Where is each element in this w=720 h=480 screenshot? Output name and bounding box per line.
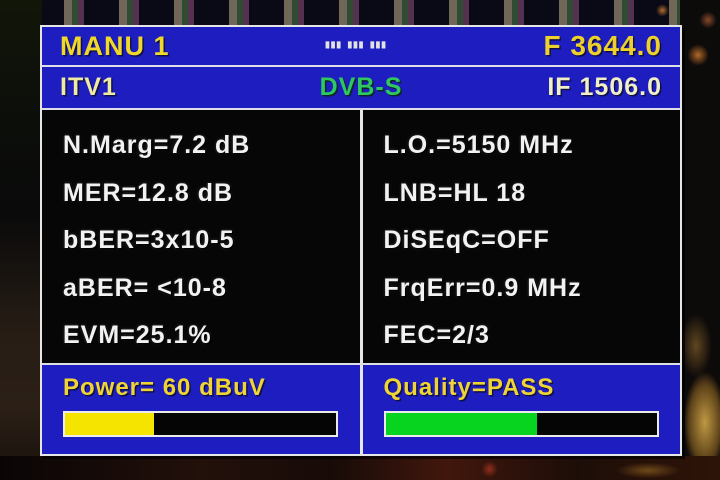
power-meter: Power= 60 dBuV [42,365,363,454]
measurements-column-right: L.O.=5150 MHz LNB=HL 18 DiSEqC=OFF FrqEr… [363,110,681,363]
setting-lo: L.O.=5150 MHz [383,131,574,159]
header-status-marks: ███ ███ ███ [325,42,388,49]
signal-standard-label: DVB-S [319,73,403,101]
quality-meter: Quality=PASS [363,365,681,454]
video-background-right [680,0,720,480]
measurement-bber: bBER=3x10-5 [63,226,235,254]
frequency-label: F 3644.0 [543,30,662,61]
measurement-aber: aBER= <10-8 [63,273,227,302]
video-background-left [0,0,42,480]
power-label: Power= 60 dBuV [63,374,266,401]
power-progress-bar [63,411,338,437]
video-background-top [0,0,720,26]
measurement-nmarg: N.Marg=7.2 dB [63,131,251,159]
mode-label: MANU 1 [60,30,170,61]
divider [42,363,680,365]
channel-bar: ITV1 DVB-S IF 1506.0 [42,67,680,108]
setting-fec: FEC=2/3 [383,321,490,349]
power-progress-fill [65,413,155,435]
measurements-panel: N.Marg=7.2 dB MER=12.8 dB bBER=3x10-5 aB… [42,110,680,363]
meters-footer: Power= 60 dBuV Quality=PASS [42,365,680,454]
divider [42,108,680,110]
header-bar: MANU 1 ███ ███ ███ F 3644.0 [42,27,680,65]
measurements-column-left: N.Marg=7.2 dB MER=12.8 dB bBER=3x10-5 aB… [42,110,363,363]
if-frequency-label: IF 1506.0 [547,73,662,101]
quality-label: Quality=PASS [383,374,555,401]
setting-frqerr: FrqErr=0.9 MHz [383,273,582,302]
divider [42,65,680,67]
video-background-bottom [0,456,720,480]
quality-progress-fill [385,413,538,435]
quality-progress-bar [383,411,659,437]
channel-name: ITV1 [60,73,117,101]
signal-meter-osd: MANU 1 ███ ███ ███ F 3644.0 ITV1 DVB-S I… [40,25,682,456]
measurement-evm: EVM=25.1% [63,321,212,349]
setting-lnb: LNB=HL 18 [383,178,527,207]
setting-diseqc: DiSEqC=OFF [383,226,550,254]
measurement-mer: MER=12.8 dB [63,178,234,207]
